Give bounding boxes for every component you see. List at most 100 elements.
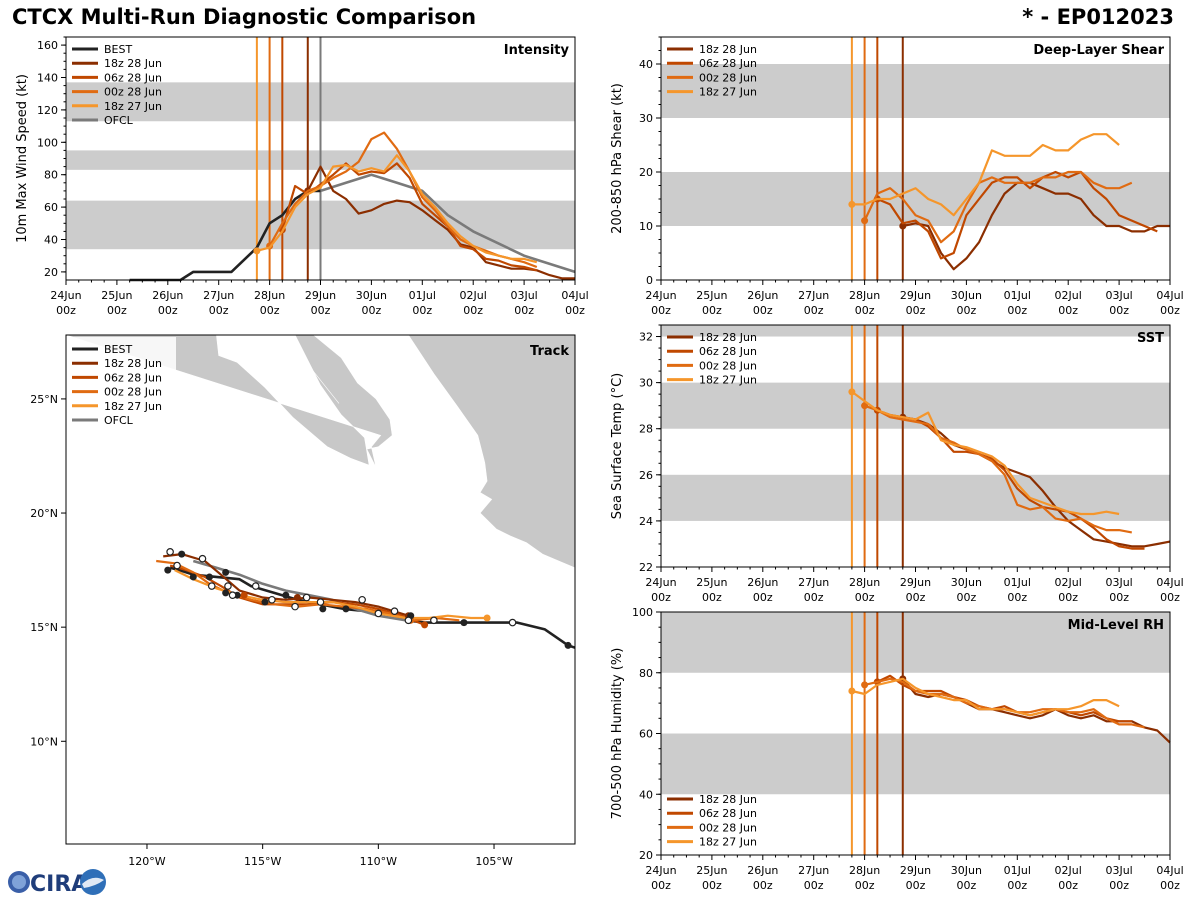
x-tick-hour: 00z — [753, 591, 773, 604]
y-tick-label: 40 — [639, 788, 653, 801]
legend-label-00z-28-jun: 00z 28 Jun — [699, 821, 757, 834]
track-dot-06z-28-jun — [421, 621, 429, 629]
legend-label-18z-27-jun: 18z 27 Jun — [104, 400, 162, 413]
legend-label-18z-27-jun: 18z 27 Jun — [699, 836, 757, 849]
x-tick-date: 30Jun — [951, 576, 982, 589]
x-tick-hour: 00z — [1058, 591, 1078, 604]
best-position-open — [251, 582, 260, 590]
x-tick-date: 24Jun — [50, 289, 81, 302]
track-dot-18z-28-jun — [293, 593, 301, 601]
x-tick-date: 28Jun — [849, 576, 880, 589]
x-tick-hour: 00z — [804, 879, 824, 892]
legend-label-18z-27-jun: 18z 27 Jun — [699, 374, 757, 387]
y-tick-label: 60 — [639, 728, 653, 741]
x-tick-date: 02Jul — [1055, 576, 1082, 589]
x-tick-hour: 00z — [702, 879, 722, 892]
x-tick-hour: 00z — [260, 304, 280, 317]
best-position-filled — [178, 550, 186, 558]
series-18z-27-jun — [256, 154, 538, 264]
best-position-open — [268, 595, 276, 604]
map-layer — [66, 335, 575, 649]
lat-tick-label: 15°N — [30, 621, 58, 634]
panel-title: Intensity — [504, 43, 570, 58]
x-tick-date: 28Jun — [254, 289, 285, 302]
track-chart: 120°W 115°W 110°W 105°W 10°N 15°N 20°N 25°N Trac… — [30, 334, 576, 865]
x-tick-date: 04Jul — [561, 289, 588, 302]
sst-chart: 22 24 26 28 30 32 24Jun 00z 25Jun 00z 26Jun 00z 27Ju… — [610, 324, 1184, 604]
x-tick-date: 26Jun — [747, 864, 778, 877]
y-tick-label: 100 — [632, 606, 653, 619]
legend-label-18z-28-jun: 18z 28 Jun — [104, 357, 162, 370]
legend-label-06z-28-jun: 06z 28 Jun — [699, 57, 757, 70]
y-tick-label: 26 — [639, 469, 653, 482]
series-start-18z-27-jun — [848, 388, 856, 396]
best-position-filled — [222, 589, 230, 597]
best-position-filled — [319, 605, 327, 613]
legend-label-18z-28-jun: 18z 28 Jun — [104, 57, 162, 70]
x-tick-date: 27Jun — [798, 576, 829, 589]
y-tick-label: 40 — [44, 234, 58, 247]
panel-title: Track — [530, 344, 569, 359]
best-position-filled — [564, 641, 572, 649]
y-tick-label: 22 — [639, 561, 653, 574]
x-tick-hour: 00z — [906, 591, 926, 604]
x-tick-date: 25Jun — [101, 289, 132, 302]
y-tick-label: 40 — [639, 58, 653, 71]
legend-label-00z-28-jun: 00z 28 Jun — [104, 86, 162, 99]
y-tick-label: 30 — [639, 377, 653, 390]
x-tick-date: 01Jul — [409, 289, 436, 302]
land-mainland — [408, 335, 575, 569]
best-position-filled — [205, 573, 213, 581]
series-ofcl — [320, 173, 576, 274]
best-position-filled — [282, 591, 290, 599]
logo-text: CIRA — [30, 872, 88, 897]
lon-tick-label: 115°W — [244, 855, 281, 865]
threshold-band — [661, 733, 1170, 795]
x-tick-hour: 00z — [1007, 304, 1027, 317]
y-tick-label: 20 — [44, 266, 58, 279]
x-tick-date: 04Jul — [1156, 289, 1183, 302]
x-tick-hour: 00z — [565, 304, 585, 317]
x-tick-hour: 00z — [1160, 879, 1180, 892]
legend-label-06z-28-jun: 06z 28 Jun — [699, 345, 757, 358]
x-tick-date: 02Jul — [460, 289, 487, 302]
y-tick-label: 80 — [639, 667, 653, 680]
x-tick-date: 29Jun — [900, 576, 931, 589]
lat-tick-label: 20°N — [30, 507, 58, 520]
x-tick-hour: 00z — [1058, 304, 1078, 317]
best-position-filled — [222, 568, 230, 576]
shear-chart: 0 10 20 30 40 24Jun 00z 25Jun 00z 26Jun 00z 27Jun 00… — [610, 36, 1184, 317]
x-tick-hour: 00z — [311, 304, 331, 317]
y-tick-label: 28 — [639, 423, 653, 436]
y-tick-label: 30 — [639, 112, 653, 125]
best-position-filled — [342, 605, 350, 613]
x-tick-date: 04Jul — [1156, 864, 1183, 877]
x-tick-hour: 00z — [957, 591, 977, 604]
x-tick-date: 30Jun — [951, 289, 982, 302]
best-position-open — [390, 607, 399, 615]
x-tick-date: 04Jul — [1156, 576, 1183, 589]
best-position-open — [228, 591, 237, 600]
x-tick-date: 03Jul — [1105, 289, 1132, 302]
x-tick-hour: 00z — [855, 591, 875, 604]
x-tick-date: 01Jul — [1004, 289, 1031, 302]
threshold-band — [661, 64, 1170, 118]
x-tick-date: 29Jun — [305, 289, 336, 302]
best-position-open — [207, 582, 216, 590]
x-tick-hour: 00z — [753, 879, 773, 892]
lon-tick-label: 120°W — [128, 855, 165, 865]
series-18z-28-jun — [902, 181, 1170, 271]
track-06z-28-jun — [169, 564, 426, 626]
x-tick-date: 26Jun — [152, 289, 183, 302]
threshold-band — [661, 612, 1170, 673]
x-tick-date: 27Jun — [798, 864, 829, 877]
y-tick-label: 24 — [639, 515, 653, 528]
intensity-chart: 20 40 60 80 100 120 140 160 24Jun 00z 25Jun 00z 26Ju… — [15, 36, 589, 317]
best-position-open — [302, 593, 311, 602]
series-00z-28-jun — [864, 404, 1132, 534]
lon-tick-label: 110°W — [360, 855, 397, 865]
legend-label-ofcl: OFCL — [104, 414, 134, 427]
series-18z-27-jun — [851, 390, 1120, 516]
cira-logo: CIRA — [8, 869, 106, 897]
best-position-filled — [261, 598, 269, 606]
